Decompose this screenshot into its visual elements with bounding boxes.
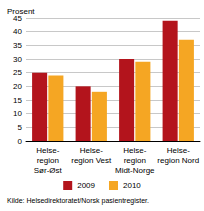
svg-text:10: 10 (13, 109, 22, 118)
svg-text:Sør-Øst: Sør-Øst (34, 166, 63, 175)
svg-text:20: 20 (13, 82, 22, 91)
svg-text:40: 40 (13, 27, 22, 36)
svg-text:Midt-Norge: Midt-Norge (115, 166, 155, 175)
svg-text:2009: 2009 (77, 181, 95, 190)
svg-text:0: 0 (18, 137, 23, 146)
svg-text:15: 15 (13, 96, 22, 105)
svg-text:Prosent: Prosent (7, 7, 35, 16)
svg-text:2010: 2010 (123, 181, 141, 190)
svg-text:Helse-: Helse- (167, 146, 190, 155)
svg-text:Kilde: Helsedirektoratet/Norsk: Kilde: Helsedirektoratet/Norsk pasientre… (7, 197, 149, 205)
svg-text:region Vest: region Vest (71, 156, 112, 165)
svg-text:30: 30 (13, 55, 22, 64)
svg-text:35: 35 (13, 41, 22, 50)
svg-text:Helse-: Helse- (123, 146, 146, 155)
svg-text:45: 45 (13, 13, 22, 23)
svg-text:25: 25 (13, 68, 22, 77)
svg-text:Helse-: Helse- (80, 146, 103, 155)
svg-text:Helse-: Helse- (36, 146, 59, 155)
svg-text:5: 5 (18, 123, 23, 132)
svg-text:region Nord: region Nord (157, 156, 199, 165)
svg-text:region: region (124, 156, 146, 165)
svg-text:region: region (37, 156, 59, 165)
